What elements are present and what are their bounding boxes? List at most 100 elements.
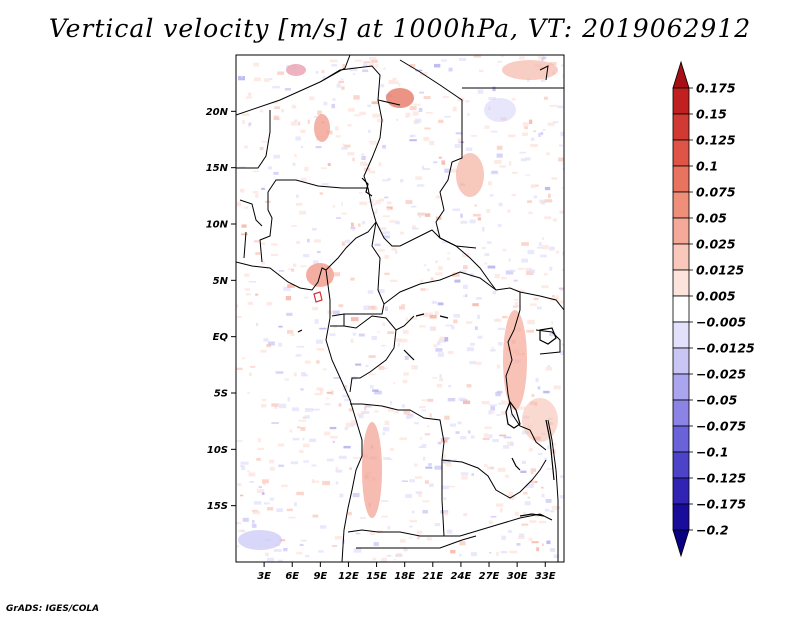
velocity-cell [278, 464, 284, 467]
velocity-cell [411, 510, 415, 514]
velocity-cell [554, 295, 559, 300]
velocity-cell [540, 200, 545, 205]
velocity-cell [272, 101, 279, 104]
velocity-cell [417, 536, 420, 540]
velocity-cell [556, 300, 564, 304]
velocity-cell [368, 355, 376, 358]
velocity-cell [354, 114, 361, 117]
velocity-cell [514, 301, 518, 306]
velocity-cell [459, 57, 467, 61]
velocity-cell [525, 174, 531, 176]
velocity-cell [238, 166, 246, 169]
velocity-cell [484, 426, 492, 429]
velocity-cell [412, 225, 416, 230]
velocity-cell [331, 64, 338, 67]
velocity-cell [525, 157, 531, 161]
velocity-cell [267, 166, 273, 170]
velocity-cell [494, 160, 502, 164]
velocity-cell [394, 250, 398, 254]
velocity-cell [501, 411, 509, 415]
lake-kariba [519, 513, 545, 517]
velocity-cell [242, 517, 249, 522]
border-libya-chad [399, 59, 463, 110]
velocity-cell [329, 426, 337, 430]
velocity-cell [435, 348, 443, 352]
velocity-cell [398, 83, 401, 87]
border-lake-victoria [535, 329, 561, 355]
velocity-cell [482, 437, 490, 440]
velocity-cell [409, 520, 417, 523]
velocity-cell [294, 119, 298, 122]
velocity-cell [490, 515, 497, 518]
velocity-cell [342, 143, 346, 148]
colorbar-swatch [672, 243, 690, 271]
velocity-cell [401, 404, 406, 408]
velocity-cell [541, 285, 549, 289]
velocity-cell [465, 100, 470, 103]
velocity-cell [386, 201, 392, 205]
velocity-cell [549, 332, 556, 337]
velocity-cell [513, 279, 518, 282]
lon-tick-label: 30E [507, 571, 528, 582]
velocity-cell [425, 112, 433, 114]
velocity-cell [542, 56, 547, 59]
colorbar-level-label: 0.15 [696, 107, 727, 122]
border-gabon-congo [330, 314, 415, 331]
velocity-cell [425, 213, 431, 217]
velocity-cell [469, 219, 476, 224]
velocity-cell [520, 470, 527, 473]
velocity-cell [463, 284, 468, 289]
velocity-cell [266, 302, 273, 306]
velocity-cell [332, 310, 340, 315]
velocity-cell [271, 422, 279, 424]
colorbar-swatch [672, 321, 690, 349]
velocity-cell [530, 468, 536, 472]
ascent-zone-darfur [456, 153, 484, 197]
velocity-cell [290, 121, 298, 126]
velocity-cell [396, 118, 399, 121]
velocity-cell [443, 459, 451, 464]
velocity-cell [254, 77, 261, 82]
velocity-cell [438, 156, 442, 159]
velocity-cell [409, 64, 416, 68]
velocity-cell [454, 144, 461, 148]
velocity-cell [278, 342, 283, 347]
velocity-cell [507, 209, 511, 213]
velocity-cell [401, 480, 408, 482]
velocity-cell [241, 357, 245, 360]
velocity-cell [452, 106, 457, 112]
velocity-cell [444, 415, 450, 420]
velocity-cell [331, 545, 338, 547]
velocity-cell [300, 129, 306, 133]
velocity-cell [543, 390, 550, 394]
velocity-cell [416, 530, 423, 535]
lon-tick-label: 9E [313, 571, 327, 582]
velocity-cell [474, 326, 478, 330]
velocity-cell [422, 312, 428, 318]
velocity-cell [413, 103, 421, 106]
velocity-cell [362, 69, 369, 73]
velocity-cell [334, 536, 343, 540]
velocity-cell [421, 409, 426, 412]
velocity-cell [536, 547, 540, 552]
chart-title: Vertical velocity [m/s] at 1000hPa, VT: … [48, 14, 752, 43]
velocity-cell [378, 249, 385, 252]
velocity-cell [385, 306, 388, 311]
velocity-cell [331, 103, 335, 109]
velocity-cell [517, 406, 526, 410]
velocity-cell [527, 200, 533, 203]
velocity-cell [241, 233, 248, 236]
colorbar-level-label: −0.2 [696, 523, 729, 538]
velocity-cell [490, 467, 494, 469]
velocity-cell [360, 517, 366, 519]
velocity-cell [389, 279, 398, 282]
velocity-cell [501, 55, 504, 58]
velocity-cell [435, 195, 442, 199]
velocity-cell [411, 365, 418, 370]
velocity-cell [501, 400, 506, 405]
velocity-cell [297, 426, 301, 429]
velocity-cell [292, 162, 296, 166]
velocity-cell [403, 410, 411, 415]
velocity-cell [352, 229, 355, 232]
velocity-cell [472, 303, 479, 307]
